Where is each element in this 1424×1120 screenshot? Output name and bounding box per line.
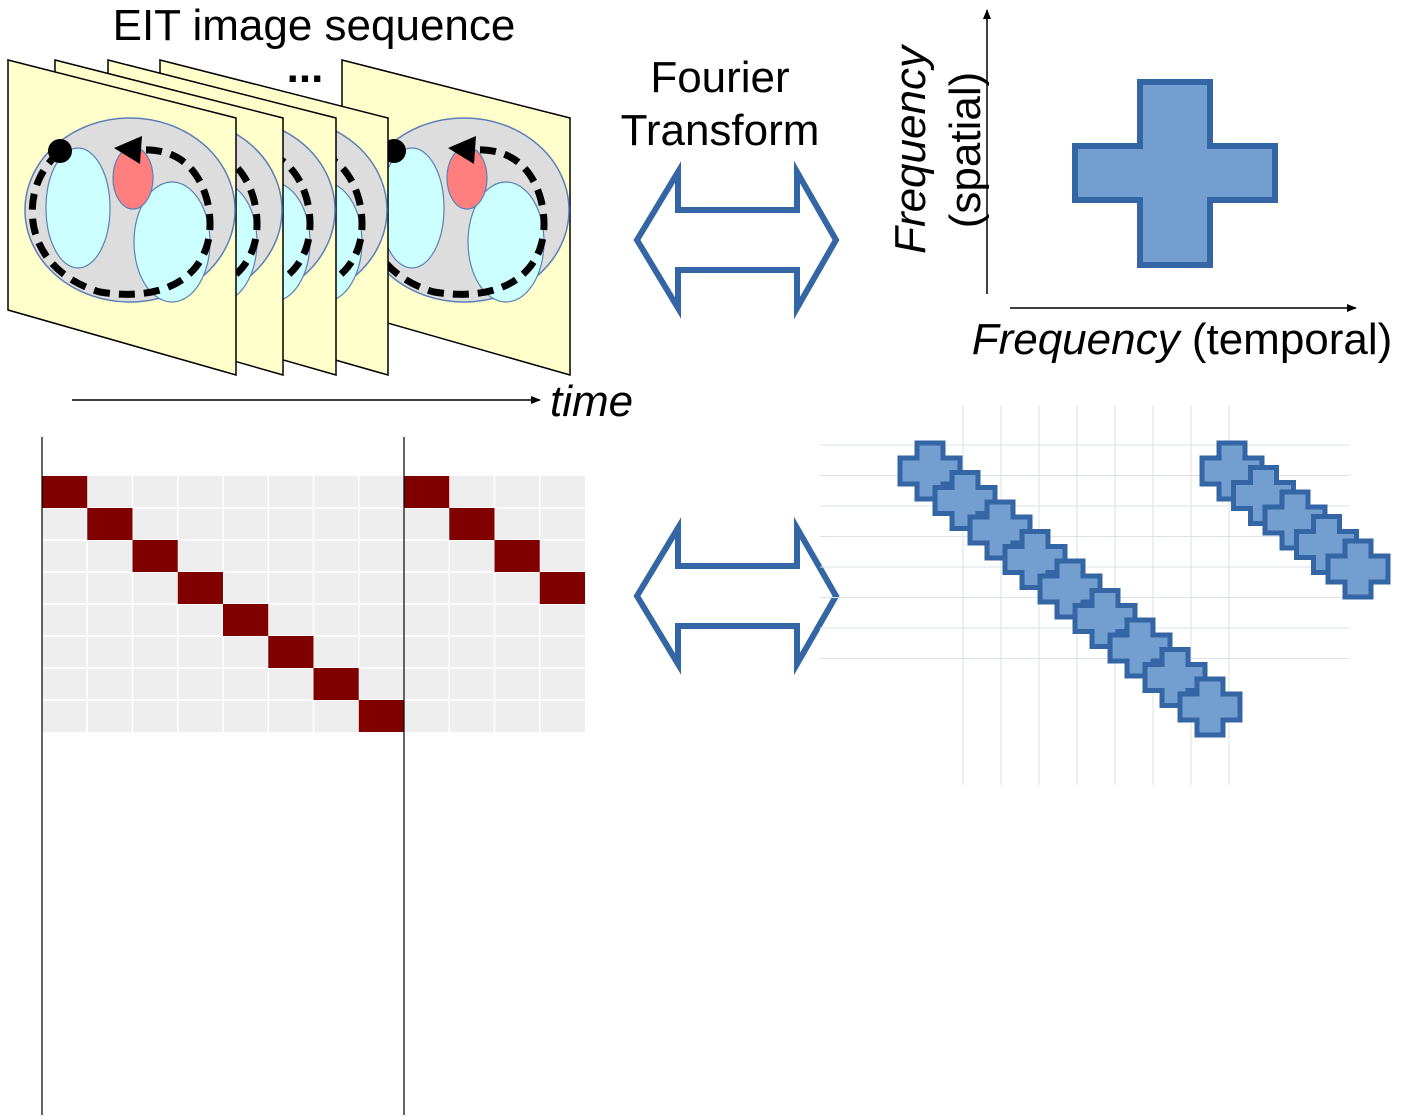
matrix-cell	[540, 572, 585, 604]
matrix-cell	[314, 668, 359, 700]
matrix-cell	[404, 476, 449, 508]
y-axis-label: Frequency (spatial)	[886, 43, 990, 254]
spectrum-grid	[820, 405, 1388, 785]
transform-label: Fourier	[650, 53, 789, 102]
matrix-cell	[449, 508, 494, 540]
image-stack	[8, 60, 570, 375]
time-label: time	[550, 377, 633, 426]
y-axis-label-italic: Frequency	[886, 43, 935, 254]
transform-label: Transform	[621, 106, 820, 155]
sequence-matrix	[42, 437, 585, 1115]
matrix-cell	[87, 508, 132, 540]
page: {"sequence": {"title": "EIT image sequen…	[0, 0, 1424, 1115]
matrix-cell	[178, 572, 223, 604]
matrix-cell	[268, 636, 313, 668]
double-arrow	[637, 528, 836, 664]
x-axis-label-plain: (temporal)	[1192, 315, 1393, 364]
diagram: EIT image sequence ... time Fourier Tran…	[0, 0, 1424, 1115]
x-axis-label-italic: Frequency	[972, 315, 1183, 364]
ellipsis: ...	[287, 43, 324, 92]
double-arrow	[637, 172, 836, 308]
matrix-cell	[359, 700, 404, 732]
matrix-cell	[133, 540, 178, 572]
matrix-cell	[223, 604, 268, 636]
x-axis-label: Frequency (temporal)	[972, 315, 1393, 364]
matrix-cell	[42, 476, 87, 508]
matrix-cell	[495, 540, 540, 572]
y-axis-label-plain: (spatial)	[941, 72, 990, 229]
spectrum-cross	[1075, 82, 1275, 265]
